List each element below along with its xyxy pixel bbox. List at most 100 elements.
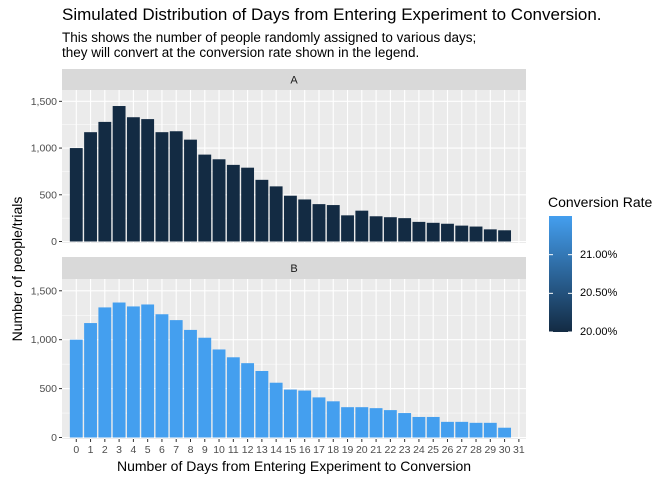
bar bbox=[426, 416, 440, 438]
bar bbox=[184, 329, 197, 438]
bar bbox=[155, 132, 169, 242]
x-tick-label: 10 bbox=[213, 444, 225, 456]
bar bbox=[112, 302, 126, 438]
y-tick-label: 0 bbox=[51, 432, 57, 444]
facet-strip bbox=[62, 69, 526, 90]
y-tick-label: 1,000 bbox=[31, 143, 57, 155]
bar bbox=[383, 217, 397, 242]
bar bbox=[326, 401, 340, 438]
bar bbox=[398, 218, 412, 242]
bar bbox=[383, 410, 397, 438]
bar bbox=[483, 422, 497, 438]
x-tick-label: 13 bbox=[256, 444, 268, 456]
x-tick-label: 11 bbox=[228, 444, 239, 456]
x-tick-label: 24 bbox=[413, 444, 425, 456]
facet-strip-label: A bbox=[290, 75, 298, 87]
bar bbox=[141, 119, 155, 242]
bar bbox=[426, 222, 440, 242]
x-tick-label: 0 bbox=[73, 444, 79, 456]
bar bbox=[412, 416, 426, 438]
legend-title: Conversion Rate bbox=[548, 194, 653, 210]
x-tick-label: 6 bbox=[159, 444, 165, 456]
bar bbox=[355, 210, 369, 242]
bar bbox=[212, 159, 226, 242]
x-tick-label: 19 bbox=[342, 444, 354, 456]
bar bbox=[298, 390, 312, 438]
bar bbox=[498, 427, 512, 438]
bar bbox=[126, 306, 140, 438]
bar bbox=[198, 337, 212, 438]
bar bbox=[312, 397, 326, 438]
bar bbox=[255, 370, 269, 438]
bar bbox=[355, 407, 369, 438]
bar bbox=[241, 363, 255, 438]
x-tick-label: 31 bbox=[513, 444, 525, 456]
bar bbox=[212, 349, 226, 438]
bar bbox=[69, 339, 83, 438]
x-tick-label: 12 bbox=[242, 444, 254, 456]
x-tick-label: 29 bbox=[484, 444, 496, 456]
legend-tick-label: 21.00% bbox=[580, 248, 618, 261]
y-tick-label: 1,500 bbox=[31, 285, 57, 297]
bar bbox=[255, 179, 269, 242]
x-tick-label: 28 bbox=[470, 444, 482, 456]
x-tick-label: 25 bbox=[427, 444, 439, 456]
bar bbox=[284, 195, 297, 242]
legend-tick-label: 20.00% bbox=[580, 326, 618, 338]
bar bbox=[84, 132, 97, 242]
x-tick-label: 16 bbox=[299, 444, 311, 456]
x-tick-label: 27 bbox=[456, 444, 468, 456]
bar bbox=[98, 307, 112, 438]
y-axis-label: Number of people/trials bbox=[9, 196, 25, 342]
x-tick-label: 8 bbox=[188, 444, 194, 456]
bar bbox=[455, 225, 469, 242]
bar bbox=[284, 389, 297, 438]
bar bbox=[469, 422, 483, 438]
x-tick-label: 17 bbox=[313, 444, 325, 456]
x-tick-label: 15 bbox=[285, 444, 297, 456]
bar bbox=[483, 229, 497, 242]
x-tick-label: 26 bbox=[442, 444, 454, 456]
bar bbox=[369, 408, 383, 438]
bar bbox=[226, 357, 240, 438]
bar bbox=[98, 121, 112, 242]
y-tick-label: 1,500 bbox=[31, 96, 57, 108]
y-tick-label: 500 bbox=[39, 383, 57, 395]
bar bbox=[155, 314, 169, 438]
bar bbox=[184, 139, 197, 242]
bar bbox=[226, 164, 240, 242]
y-tick-label: 0 bbox=[51, 236, 57, 248]
x-tick-label: 2 bbox=[102, 444, 108, 456]
bar bbox=[441, 421, 454, 438]
x-tick-label: 5 bbox=[145, 444, 151, 456]
bar bbox=[441, 223, 454, 242]
x-tick-label: 18 bbox=[327, 444, 339, 456]
chart-title: Simulated Distribution of Days from Ente… bbox=[62, 5, 602, 24]
y-tick-label: 1,000 bbox=[31, 334, 57, 346]
y-tick-label: 500 bbox=[39, 189, 57, 201]
bar bbox=[241, 167, 255, 242]
bar bbox=[169, 320, 183, 438]
bar bbox=[412, 221, 426, 242]
x-tick-label: 1 bbox=[88, 444, 94, 456]
x-tick-label: 21 bbox=[370, 444, 382, 456]
bar bbox=[269, 186, 283, 242]
bar bbox=[298, 199, 312, 242]
bar bbox=[126, 117, 140, 242]
bar bbox=[469, 226, 483, 242]
x-axis-label: Number of Days from Entering Experiment … bbox=[116, 458, 472, 474]
bar bbox=[112, 106, 126, 242]
facet-strip bbox=[62, 257, 526, 279]
bar bbox=[84, 323, 97, 438]
bar bbox=[341, 407, 354, 438]
legend-tick-label: 20.50% bbox=[580, 287, 618, 300]
bar bbox=[269, 382, 283, 438]
bar bbox=[169, 131, 183, 242]
bar bbox=[398, 413, 412, 438]
x-tick-label: 22 bbox=[385, 444, 397, 456]
bar bbox=[455, 421, 469, 438]
bar bbox=[69, 148, 83, 242]
x-tick-label: 3 bbox=[116, 444, 122, 456]
bar bbox=[312, 204, 326, 242]
